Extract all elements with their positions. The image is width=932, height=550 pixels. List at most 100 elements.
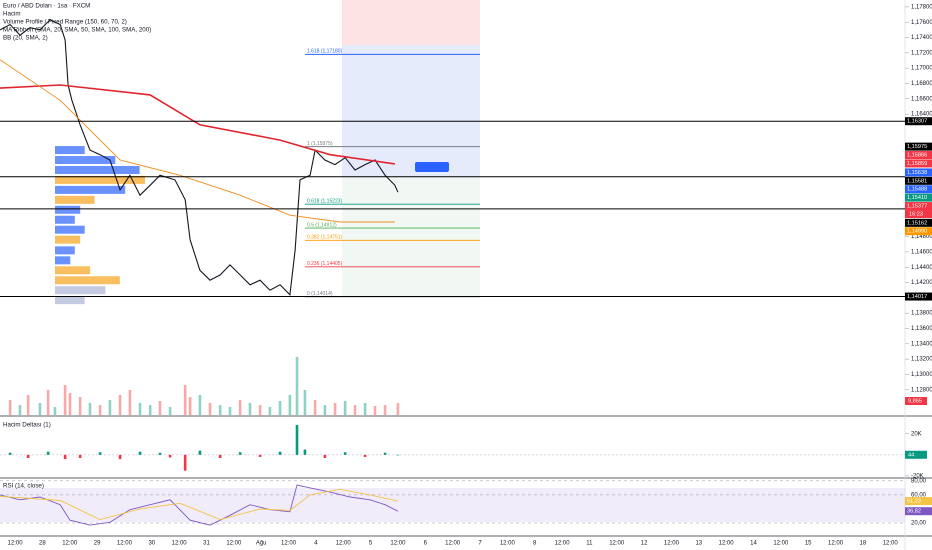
volume-profile-row — [55, 276, 120, 285]
price-label-box — [905, 142, 932, 151]
price-label: 51,23 — [907, 499, 921, 505]
bar — [218, 454, 222, 458]
x-tick-label: 12:00 — [883, 541, 899, 547]
bar — [38, 402, 42, 415]
volume-profile-row — [55, 165, 140, 174]
fib-label: 1 (1,15975) — [307, 141, 333, 147]
bar — [158, 401, 162, 415]
countdown: 16:23 — [909, 212, 923, 218]
price-label-box — [905, 292, 932, 301]
price-label: 1,14990 — [907, 229, 927, 235]
bar — [63, 385, 67, 415]
price-label: 1,16307 — [907, 119, 927, 125]
x-tick-label: 12:00 — [719, 541, 735, 547]
fib-label: 0 (1,14014) — [307, 291, 333, 297]
price-label: 1,15975 — [907, 144, 927, 150]
price-label-box — [905, 202, 932, 211]
fib-label: 0.618 (1,15223) — [307, 199, 343, 205]
volume-profile-row — [55, 296, 85, 305]
y-tick-label: 1,16400 — [911, 112, 932, 118]
bar — [158, 452, 162, 455]
indicator[interactable]: Hacim — [3, 11, 21, 18]
symbol[interactable]: Euro / ABD Doları · 1sa · FXCM — [3, 3, 90, 10]
y-tick-label: 1,17600 — [911, 20, 932, 26]
bar — [198, 450, 202, 455]
fib-zone — [342, 177, 480, 297]
x-tick-label: 6 — [424, 541, 428, 547]
bar — [238, 399, 242, 415]
x-tick-label: 7 — [478, 541, 482, 547]
bar — [63, 454, 67, 460]
x-tick-label: 12:00 — [281, 541, 297, 547]
bar — [396, 403, 400, 415]
fib-label: 1.618 (1,17180) — [307, 49, 343, 55]
position-label[interactable] — [415, 162, 449, 172]
bar — [78, 454, 82, 458]
price-label-box — [905, 185, 932, 194]
volume-profile-row — [55, 205, 81, 214]
x-tick-label: 4 — [314, 541, 318, 547]
price-label: 1,15581 — [907, 178, 927, 184]
price-label-box — [905, 117, 932, 126]
y-tick-label: -20K — [911, 473, 924, 479]
bar — [148, 405, 152, 415]
bar — [188, 397, 192, 415]
price-label: 1,14017 — [907, 294, 927, 300]
bar — [295, 356, 299, 415]
bar — [303, 389, 307, 415]
volume-profile-row — [55, 235, 81, 244]
countdown-box — [905, 210, 932, 219]
bar — [343, 401, 347, 415]
x-tick-label: 12:00 — [828, 541, 844, 547]
bar — [168, 406, 172, 415]
series-line — [0, 84, 396, 165]
bar — [333, 402, 337, 415]
volume-profile-row — [55, 175, 145, 184]
bar — [53, 406, 57, 415]
indicator[interactable]: BB (20, SMA, 2) — [3, 35, 48, 42]
x-tick-label: 12:00 — [226, 541, 242, 547]
bar — [383, 405, 387, 415]
series-line — [0, 488, 398, 520]
volume-profile-row — [55, 225, 85, 234]
x-tick-label: Ağu — [256, 541, 267, 547]
bar — [353, 405, 357, 415]
y-tick-label: 1,17200 — [911, 50, 932, 56]
indicator[interactable]: Volume Profile / Fixed Range (150, 60, 7… — [3, 19, 127, 26]
bar — [323, 454, 327, 458]
y-tick-label: 1,13200 — [911, 357, 932, 363]
x-tick-label: 12:00 — [336, 541, 352, 547]
bar — [108, 399, 112, 415]
bar — [295, 424, 299, 455]
x-tick-label: 12:00 — [445, 541, 461, 547]
bar — [46, 389, 50, 415]
series-line — [0, 59, 395, 223]
bar — [278, 451, 282, 455]
bar — [323, 405, 327, 415]
x-tick-label: 11 — [586, 541, 593, 547]
bar — [248, 402, 252, 415]
volume-profile-row — [55, 185, 126, 194]
x-tick-label: 12:00 — [8, 541, 24, 547]
value-label: 9,865 — [908, 398, 922, 404]
rsi-band — [0, 488, 905, 522]
x-tick-label: 5 — [369, 541, 373, 547]
y-tick-label: 1,13400 — [911, 341, 932, 347]
x-tick-label: 8 — [533, 541, 537, 547]
y-tick-label: 20,00 — [911, 521, 927, 527]
y-tick-label: 1,14800 — [911, 234, 932, 240]
bar — [218, 405, 222, 415]
bar — [363, 454, 367, 457]
price-label-box — [905, 151, 932, 160]
y-tick-label: 1,13000 — [911, 372, 932, 378]
price-label: 1,15638 — [907, 170, 927, 176]
indicator[interactable]: MA Ribbon (SMA, 20, SMA, 50, SMA, 100, S… — [3, 27, 151, 34]
x-tick-label: 31 — [203, 541, 210, 547]
bar — [183, 385, 187, 415]
bar — [198, 394, 202, 415]
x-tick-label: 13 — [695, 541, 702, 547]
x-tick-label: 29 — [94, 541, 101, 547]
price-label-box — [905, 507, 932, 516]
bar — [138, 451, 142, 455]
